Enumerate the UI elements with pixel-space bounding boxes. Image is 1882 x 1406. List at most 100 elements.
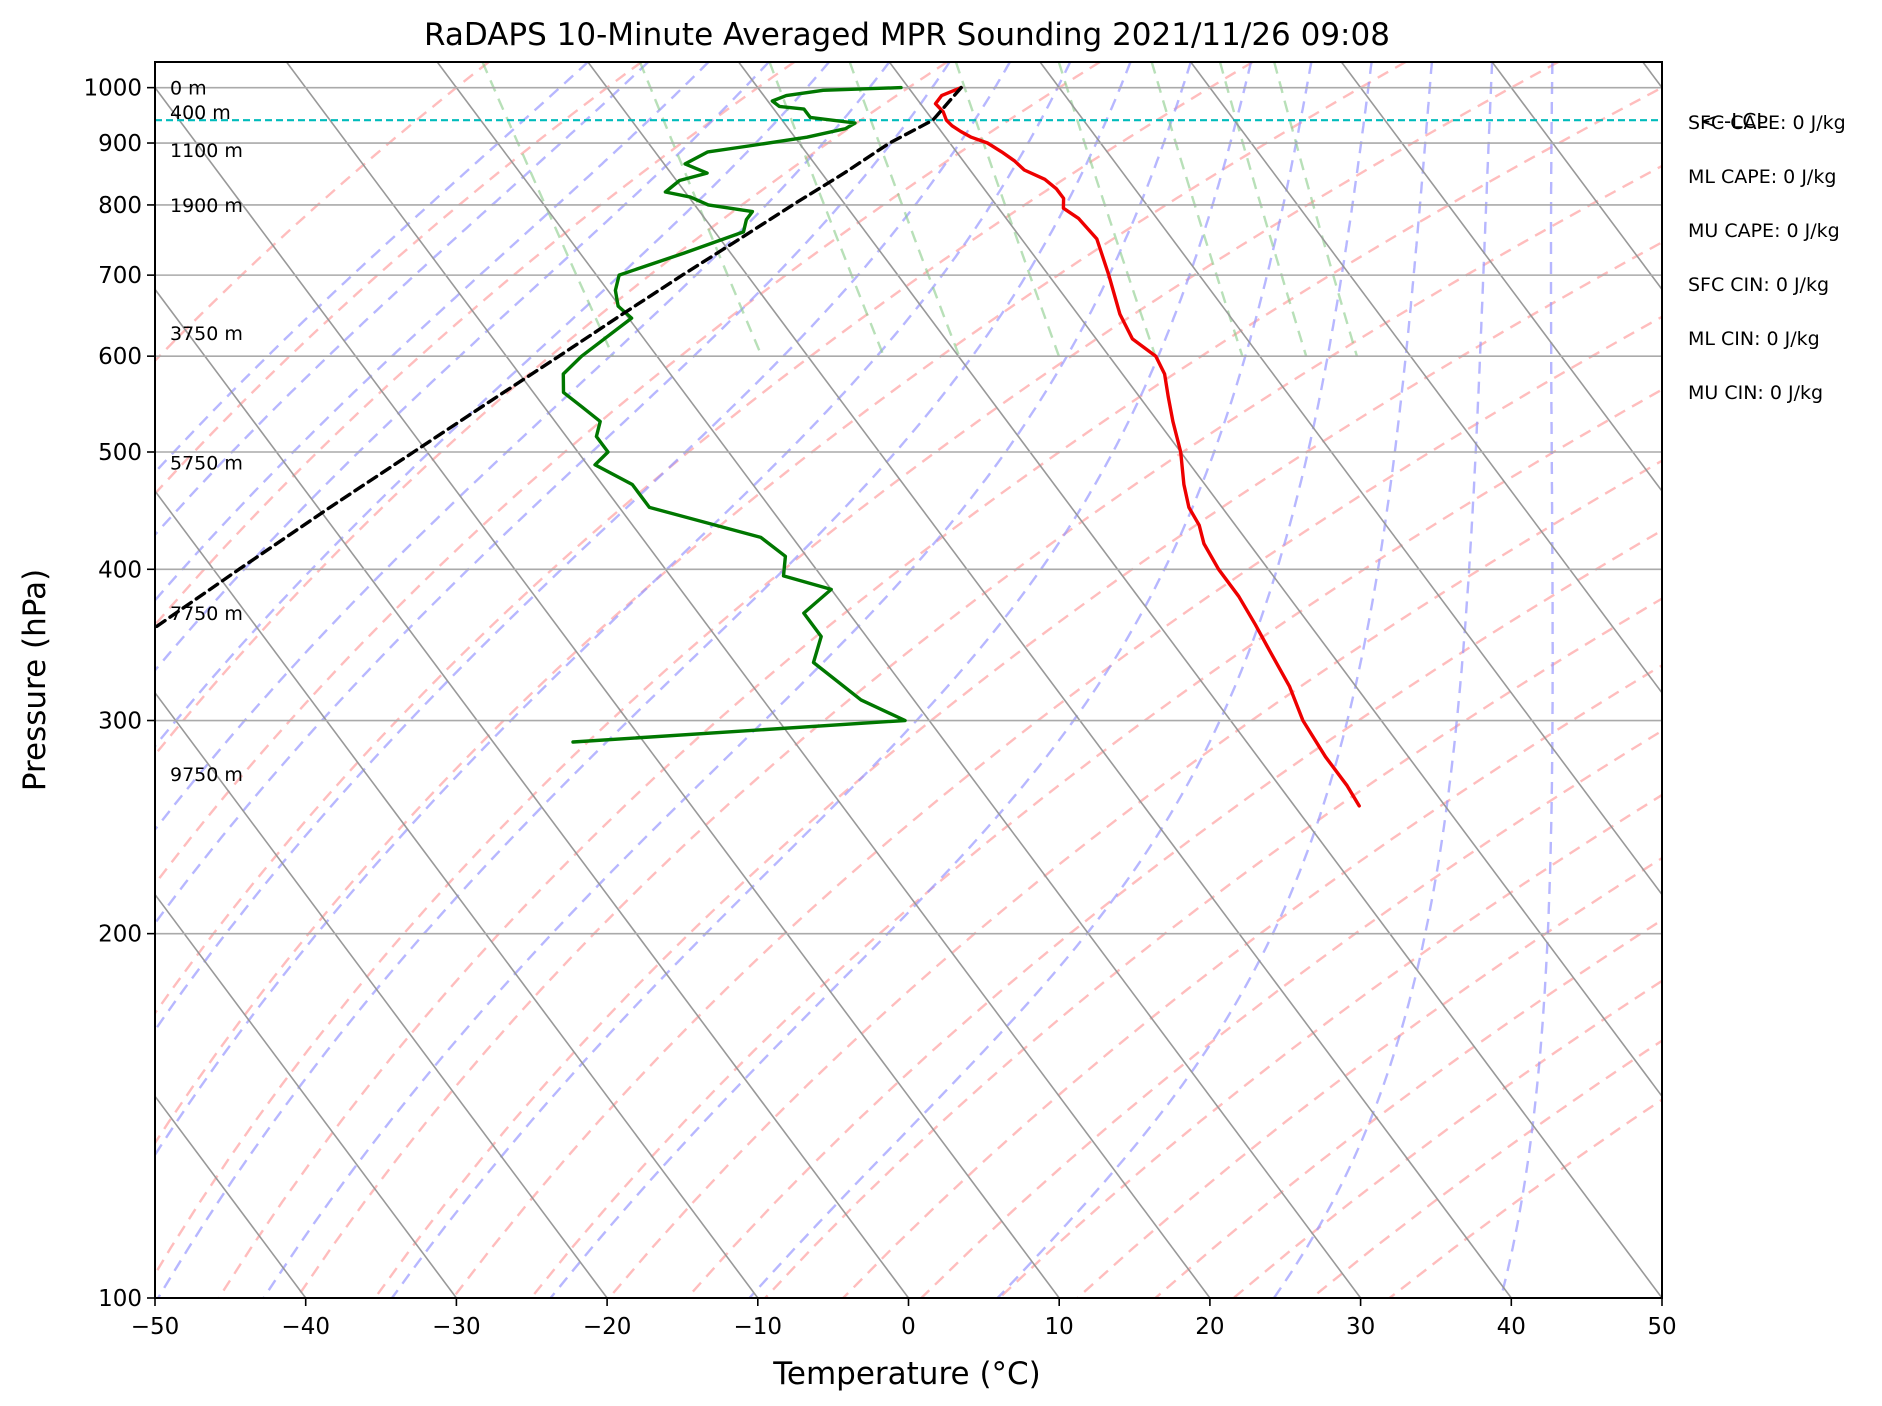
moist-adiabat (155, 62, 1072, 1157)
x-tick-label: −10 (734, 1314, 783, 1340)
x-tick-label: 30 (1346, 1314, 1375, 1340)
isotherm-line (1190, 62, 1662, 695)
mixing-ratio-line (638, 62, 763, 357)
height-label: 5750 m (170, 453, 243, 475)
stability-index: MU CAPE: 0 J/kg (1688, 220, 1840, 242)
moist-adiabat (262, 62, 1192, 1298)
dry-adiabat (155, 62, 948, 757)
isotherm-line (1039, 62, 1662, 896)
x-tick-label: −30 (432, 1314, 481, 1340)
isotherm-line (888, 62, 1662, 1098)
moist-adiabat (1499, 62, 1554, 1298)
dry-adiabat (1310, 1039, 1662, 1298)
isotherm-line (155, 893, 458, 1298)
dry-adiabat (1388, 1098, 1662, 1298)
y-tick-label: 500 (98, 440, 142, 466)
moist-adiabat (155, 62, 650, 537)
background-lines (0, 62, 1662, 1298)
y-tick-label: 400 (98, 557, 142, 583)
x-axis-ticks: −50 −40 −30 −20 −10 0 10 20 30 40 50 (131, 1298, 1677, 1340)
moist-adiabat (157, 62, 1132, 1298)
moist-adiabat (155, 62, 1011, 1033)
y-tick-label: 1000 (83, 76, 142, 102)
stability-index: ML CAPE: 0 J/kg (1688, 166, 1836, 188)
moist-adiabat (155, 62, 891, 832)
x-tick-label: −40 (281, 1314, 330, 1340)
dry-adiabat (155, 62, 795, 627)
x-axis-label: Temperature (°C) (772, 1356, 1041, 1392)
mixing-ratio-line (1150, 62, 1244, 357)
stability-index: ML CIN: 0 J/kg (1688, 328, 1820, 350)
isotherm-line (0, 62, 4, 1298)
isotherm-line (155, 489, 759, 1298)
x-tick-label: 50 (1647, 1314, 1676, 1340)
stability-index: SFC CAPE: 0 J/kg (1688, 112, 1846, 134)
height-label: 1100 m (170, 140, 243, 162)
dry-adiabat (155, 62, 643, 496)
moist-adiabat (1273, 62, 1494, 1298)
stability-indices: SFC CAPE: 0 J/kg ML CAPE: 0 J/kg MU CAPE: … (1688, 112, 1846, 404)
dry-adiabat (217, 86, 1662, 1298)
isotherm-line (155, 691, 608, 1298)
isotherm-line (155, 288, 910, 1298)
dry-adiabat (451, 315, 1662, 1298)
isotherm-line (587, 62, 1512, 1298)
mixing-ratio-line (1057, 62, 1157, 357)
mixing-ratio-line (481, 62, 614, 357)
moist-adiabat (155, 62, 589, 475)
dewpoint-trace (561, 85, 907, 744)
y-tick-label: 100 (98, 1286, 142, 1312)
dry-adiabat (155, 62, 490, 363)
isotherm-line (1491, 62, 1662, 291)
height-label: 0 m (170, 78, 207, 100)
y-tick-label: 600 (98, 344, 142, 370)
chart-title: RaDAPS 10-Minute Averaged MPR Sounding 2… (424, 17, 1390, 53)
y-tick-label: 300 (98, 709, 142, 735)
isotherm-line (1340, 62, 1662, 493)
y-tick-label: 900 (98, 131, 142, 157)
isotherm-line (436, 62, 1362, 1298)
lcl-group: <--LCL (155, 109, 1768, 133)
dry-adiabat (764, 597, 1662, 1298)
stability-index: SFC CIN: 0 J/kg (1688, 274, 1829, 296)
x-tick-label: −20 (583, 1314, 632, 1340)
isotherm-line (285, 62, 1211, 1298)
x-tick-label: 10 (1045, 1314, 1074, 1340)
dry-adiabat (686, 529, 1662, 1298)
x-tick-label: 0 (901, 1314, 916, 1340)
temperature-trace (933, 85, 1361, 808)
y-tick-label: 800 (98, 193, 142, 219)
y-tick-label: 200 (98, 922, 142, 948)
dry-adiabat (998, 793, 1662, 1298)
dry-adiabat (295, 164, 1662, 1298)
dry-adiabat (373, 240, 1662, 1298)
dry-adiabat (530, 388, 1662, 1298)
dry-adiabat (842, 663, 1662, 1298)
moist-adiabat (549, 62, 1313, 1298)
y-axis-label: Pressure (hPa) (17, 569, 53, 791)
plot-frame (154, 61, 1663, 1299)
mixing-ratio-line (768, 62, 885, 357)
mixing-ratio-line (954, 62, 1061, 357)
isotherm-line (737, 62, 1662, 1298)
dry-adiabat (155, 62, 1559, 1277)
moist-adiabat (391, 62, 1253, 1298)
moist-adiabat (155, 62, 770, 673)
dry-adiabat (1154, 918, 1662, 1298)
y-axis-ticks: 1000 900 800 700 600 500 400 300 200 100 (83, 76, 155, 1312)
x-tick-label: −50 (131, 1314, 180, 1340)
dry-adiabat (155, 62, 1101, 886)
parcel-trace (155, 85, 963, 630)
isotherm-line (1642, 62, 1662, 89)
moist-adiabat (155, 62, 951, 926)
moist-adiabat (996, 62, 1434, 1298)
height-label: 3750 m (170, 323, 243, 345)
x-tick-label: 20 (1195, 1314, 1224, 1340)
height-label: 400 m (170, 102, 231, 124)
mixing-ratio-line (1273, 62, 1359, 357)
sounding-traces (155, 85, 1361, 808)
height-label: 1900 m (170, 195, 243, 217)
x-tick-label: 40 (1497, 1314, 1526, 1340)
